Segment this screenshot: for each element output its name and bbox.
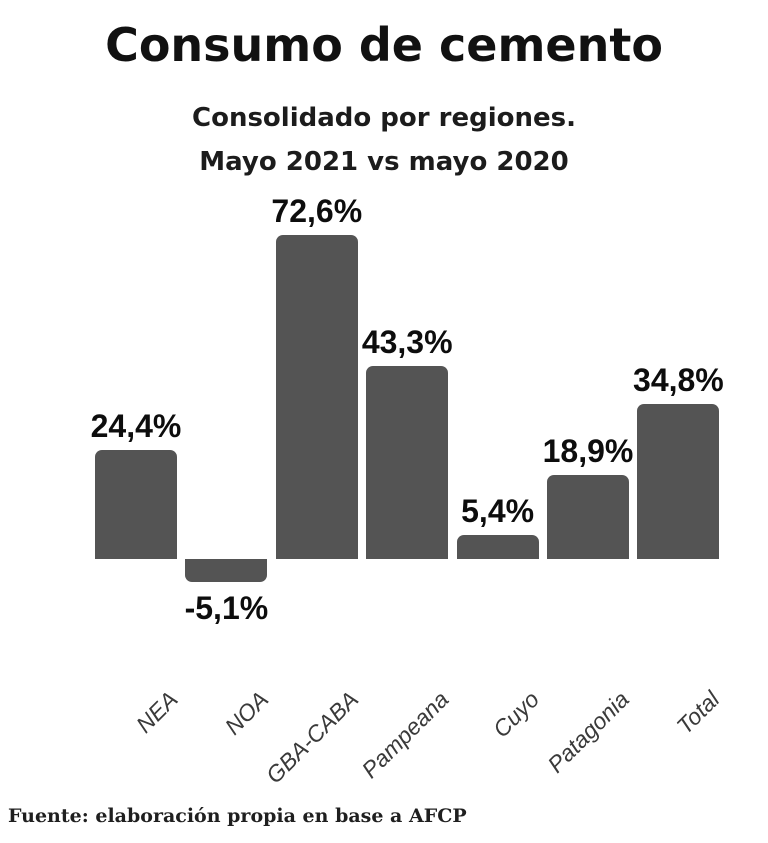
bar-pampeana (366, 365, 449, 559)
category-label-patagonia: Patagonia (542, 686, 635, 778)
category-label-pampeana: Pampeana (356, 686, 454, 784)
value-label-cuyo: 5,4% (461, 492, 535, 529)
chart-subtitle-line1: Consolidado por regiones. (192, 103, 576, 133)
chart-title: Consumo de cemento (105, 18, 663, 72)
value-label-pampeana: 43,3% (361, 323, 453, 360)
category-label-gba-caba: GBA-CABA (260, 686, 364, 789)
bar-noa (185, 559, 268, 582)
chart-subtitle-line2: Mayo 2021 vs mayo 2020 (199, 147, 569, 177)
value-label-noa: -5,1% (184, 589, 269, 626)
bar-patagonia (547, 474, 629, 559)
category-label-noa: NOA (219, 686, 273, 740)
bar-nea (95, 450, 177, 559)
value-label-gba-caba: 72,6% (271, 193, 363, 230)
chart-subtitle: Consolidado por regiones. Mayo 2021 vs m… (0, 96, 768, 184)
source-note: Fuente: elaboración propia en base a AFC… (8, 805, 467, 827)
value-label-patagonia: 18,9% (542, 432, 634, 469)
value-label-total: 34,8% (633, 361, 724, 398)
bar-total (637, 403, 720, 559)
category-label-total: Total (671, 686, 725, 740)
bar-gba-caba (275, 235, 358, 559)
bar-cuyo (456, 534, 539, 559)
category-label-cuyo: Cuyo (487, 686, 544, 743)
category-label-nea: NEA (130, 686, 183, 738)
value-label-nea: 24,4% (90, 408, 182, 445)
